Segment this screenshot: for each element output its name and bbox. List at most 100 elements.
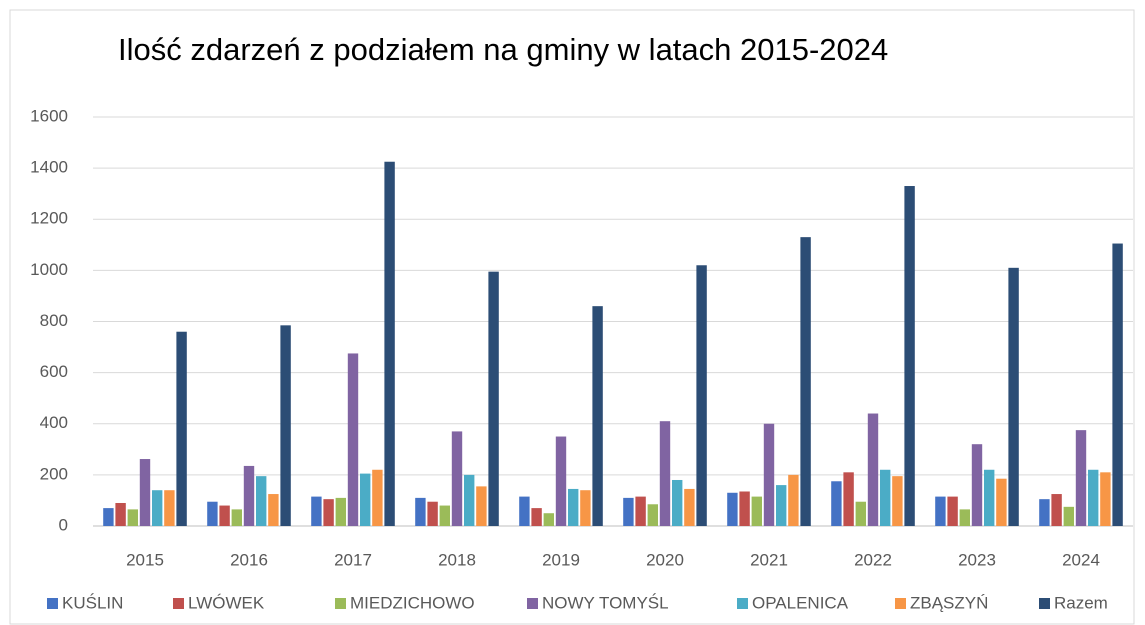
bar [323, 499, 334, 526]
bar [268, 494, 279, 526]
x-tick-label: 2019 [542, 550, 580, 569]
bar [451, 431, 463, 526]
bar [996, 478, 1007, 526]
bar [311, 496, 322, 526]
bar [1008, 267, 1019, 526]
bar [1039, 499, 1050, 526]
legend-label: NOWY TOMYŚL [542, 593, 669, 612]
bar [347, 353, 359, 526]
bar [867, 413, 879, 526]
bar [788, 474, 799, 526]
legend-label: KUŚLIN [62, 593, 123, 612]
bar [360, 473, 371, 526]
bar [531, 508, 542, 526]
bar [696, 265, 707, 526]
legend-swatch [335, 598, 346, 609]
y-tick-label: 1200 [30, 209, 68, 228]
y-tick-label: 1400 [30, 158, 68, 177]
bar [1075, 430, 1087, 526]
bar [855, 501, 866, 526]
legend-swatch [737, 598, 748, 609]
bar [1051, 494, 1062, 526]
x-tick-label: 2021 [750, 550, 788, 569]
y-tick-label: 1600 [30, 106, 68, 125]
x-tick-label: 2024 [1062, 550, 1100, 569]
bar [947, 496, 958, 526]
y-tick-label: 600 [40, 362, 68, 381]
bar [892, 476, 903, 526]
legend-label: OPALENICA [752, 593, 849, 612]
bar [647, 504, 658, 526]
bar [592, 306, 603, 526]
bar [372, 469, 383, 526]
bar [1112, 243, 1123, 527]
bar [164, 490, 175, 526]
bar [543, 513, 554, 526]
bar [139, 459, 151, 526]
bar [727, 492, 738, 526]
bar [127, 509, 138, 526]
y-tick-label: 0 [59, 515, 68, 534]
bar [800, 237, 811, 527]
bar [763, 423, 775, 526]
legend-swatch [47, 598, 58, 609]
bar [243, 465, 255, 526]
legend-swatch [895, 598, 906, 609]
bar [219, 505, 230, 526]
bar [415, 497, 426, 526]
x-tick-label: 2015 [126, 550, 164, 569]
y-tick-label: 800 [40, 311, 68, 330]
x-tick-label: 2020 [646, 550, 684, 569]
bar [776, 485, 787, 526]
bar [384, 161, 395, 526]
bar [1100, 472, 1111, 526]
legend-swatch [527, 598, 538, 609]
legend-swatch [1039, 598, 1050, 609]
bar [280, 325, 291, 526]
bar [1088, 469, 1099, 526]
bar [152, 490, 163, 526]
bar [519, 496, 530, 526]
bar [335, 497, 346, 526]
chart-title: Ilość zdarzeń z podziałem na gminy w lat… [118, 32, 888, 67]
bar [672, 479, 683, 526]
x-tick-label: 2016 [230, 550, 268, 569]
bar [843, 472, 854, 526]
bar [984, 469, 995, 526]
bar [831, 481, 842, 526]
bar [739, 491, 750, 526]
bar [904, 186, 915, 527]
y-tick-label: 200 [40, 464, 68, 483]
bar [971, 444, 983, 526]
legend-label: MIEDZICHOWO [350, 593, 475, 612]
bar [623, 497, 634, 526]
bar [464, 474, 475, 526]
bar [115, 502, 126, 526]
x-tick-label: 2023 [958, 550, 996, 569]
bar [427, 501, 438, 526]
bar [935, 496, 946, 526]
bar [231, 509, 242, 526]
y-tick-label: 1000 [30, 260, 68, 279]
bar [580, 490, 591, 526]
legend-label: ZBĄSZYŃ [910, 593, 988, 612]
bar [959, 509, 970, 526]
bar [659, 421, 671, 526]
bar [476, 486, 487, 526]
bar [176, 331, 187, 526]
x-tick-label: 2022 [854, 550, 892, 569]
bar [684, 488, 695, 526]
bar [488, 271, 499, 526]
bar [256, 476, 267, 526]
bar [1063, 506, 1074, 526]
legend-label: Razem [1054, 593, 1108, 612]
y-tick-label: 400 [40, 413, 68, 432]
chart-border [9, 9, 1135, 625]
bar [207, 501, 218, 526]
legend-label: LWÓWEK [188, 593, 265, 612]
bar [103, 508, 114, 526]
bar [751, 496, 762, 526]
legend-swatch [173, 598, 184, 609]
